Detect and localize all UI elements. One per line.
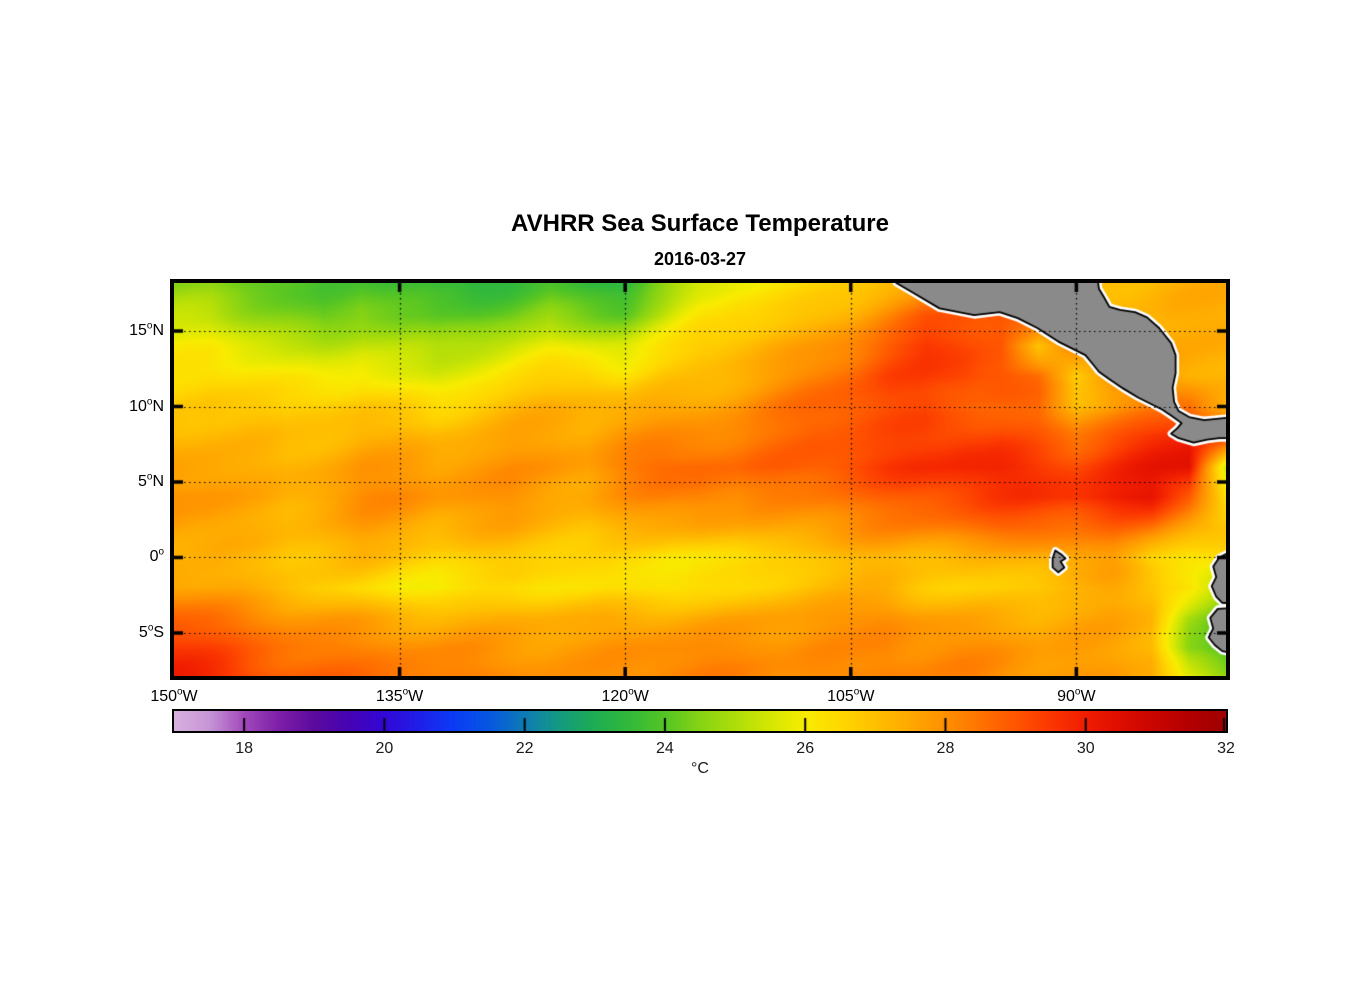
lat-tick-label: 10oN — [129, 396, 164, 415]
chart-title: AVHRR Sea Surface Temperature — [511, 210, 889, 237]
lon-tick-label: 120oW — [601, 686, 649, 705]
colorbar-tick-label: 32 — [1217, 740, 1235, 757]
lon-tick-label: 135oW — [375, 686, 424, 705]
lon-tick-label: 90oW — [1057, 686, 1096, 705]
lat-tick-label: 5oN — [138, 471, 164, 490]
colorbar-tick-label: 18 — [235, 740, 254, 757]
sst-heatmap-canvas — [174, 283, 1226, 676]
colorbar-unit-label: °C — [691, 760, 709, 777]
colorbar-tick-label: 22 — [515, 740, 534, 757]
colorbar-canvas — [174, 711, 1226, 731]
lat-tick-label: 15oN — [129, 320, 164, 339]
colorbar-tick-label: 20 — [375, 740, 394, 757]
lon-tick-label: 150oW — [150, 686, 198, 705]
lon-tick-label: 105oW — [827, 686, 875, 705]
colorbar-tick-label: 30 — [1076, 740, 1095, 757]
colorbar-frame — [172, 709, 1228, 733]
lat-tick-label: 5oS — [138, 622, 164, 641]
map-axes-frame — [170, 279, 1230, 680]
colorbar-tick-label: 28 — [936, 740, 955, 757]
chart-date-subtitle: 2016-03-27 — [653, 249, 747, 269]
colorbar-tick-label: 26 — [796, 740, 815, 757]
colorbar-tick-label: 24 — [656, 740, 674, 757]
lat-tick-label: 0o — [149, 547, 164, 566]
